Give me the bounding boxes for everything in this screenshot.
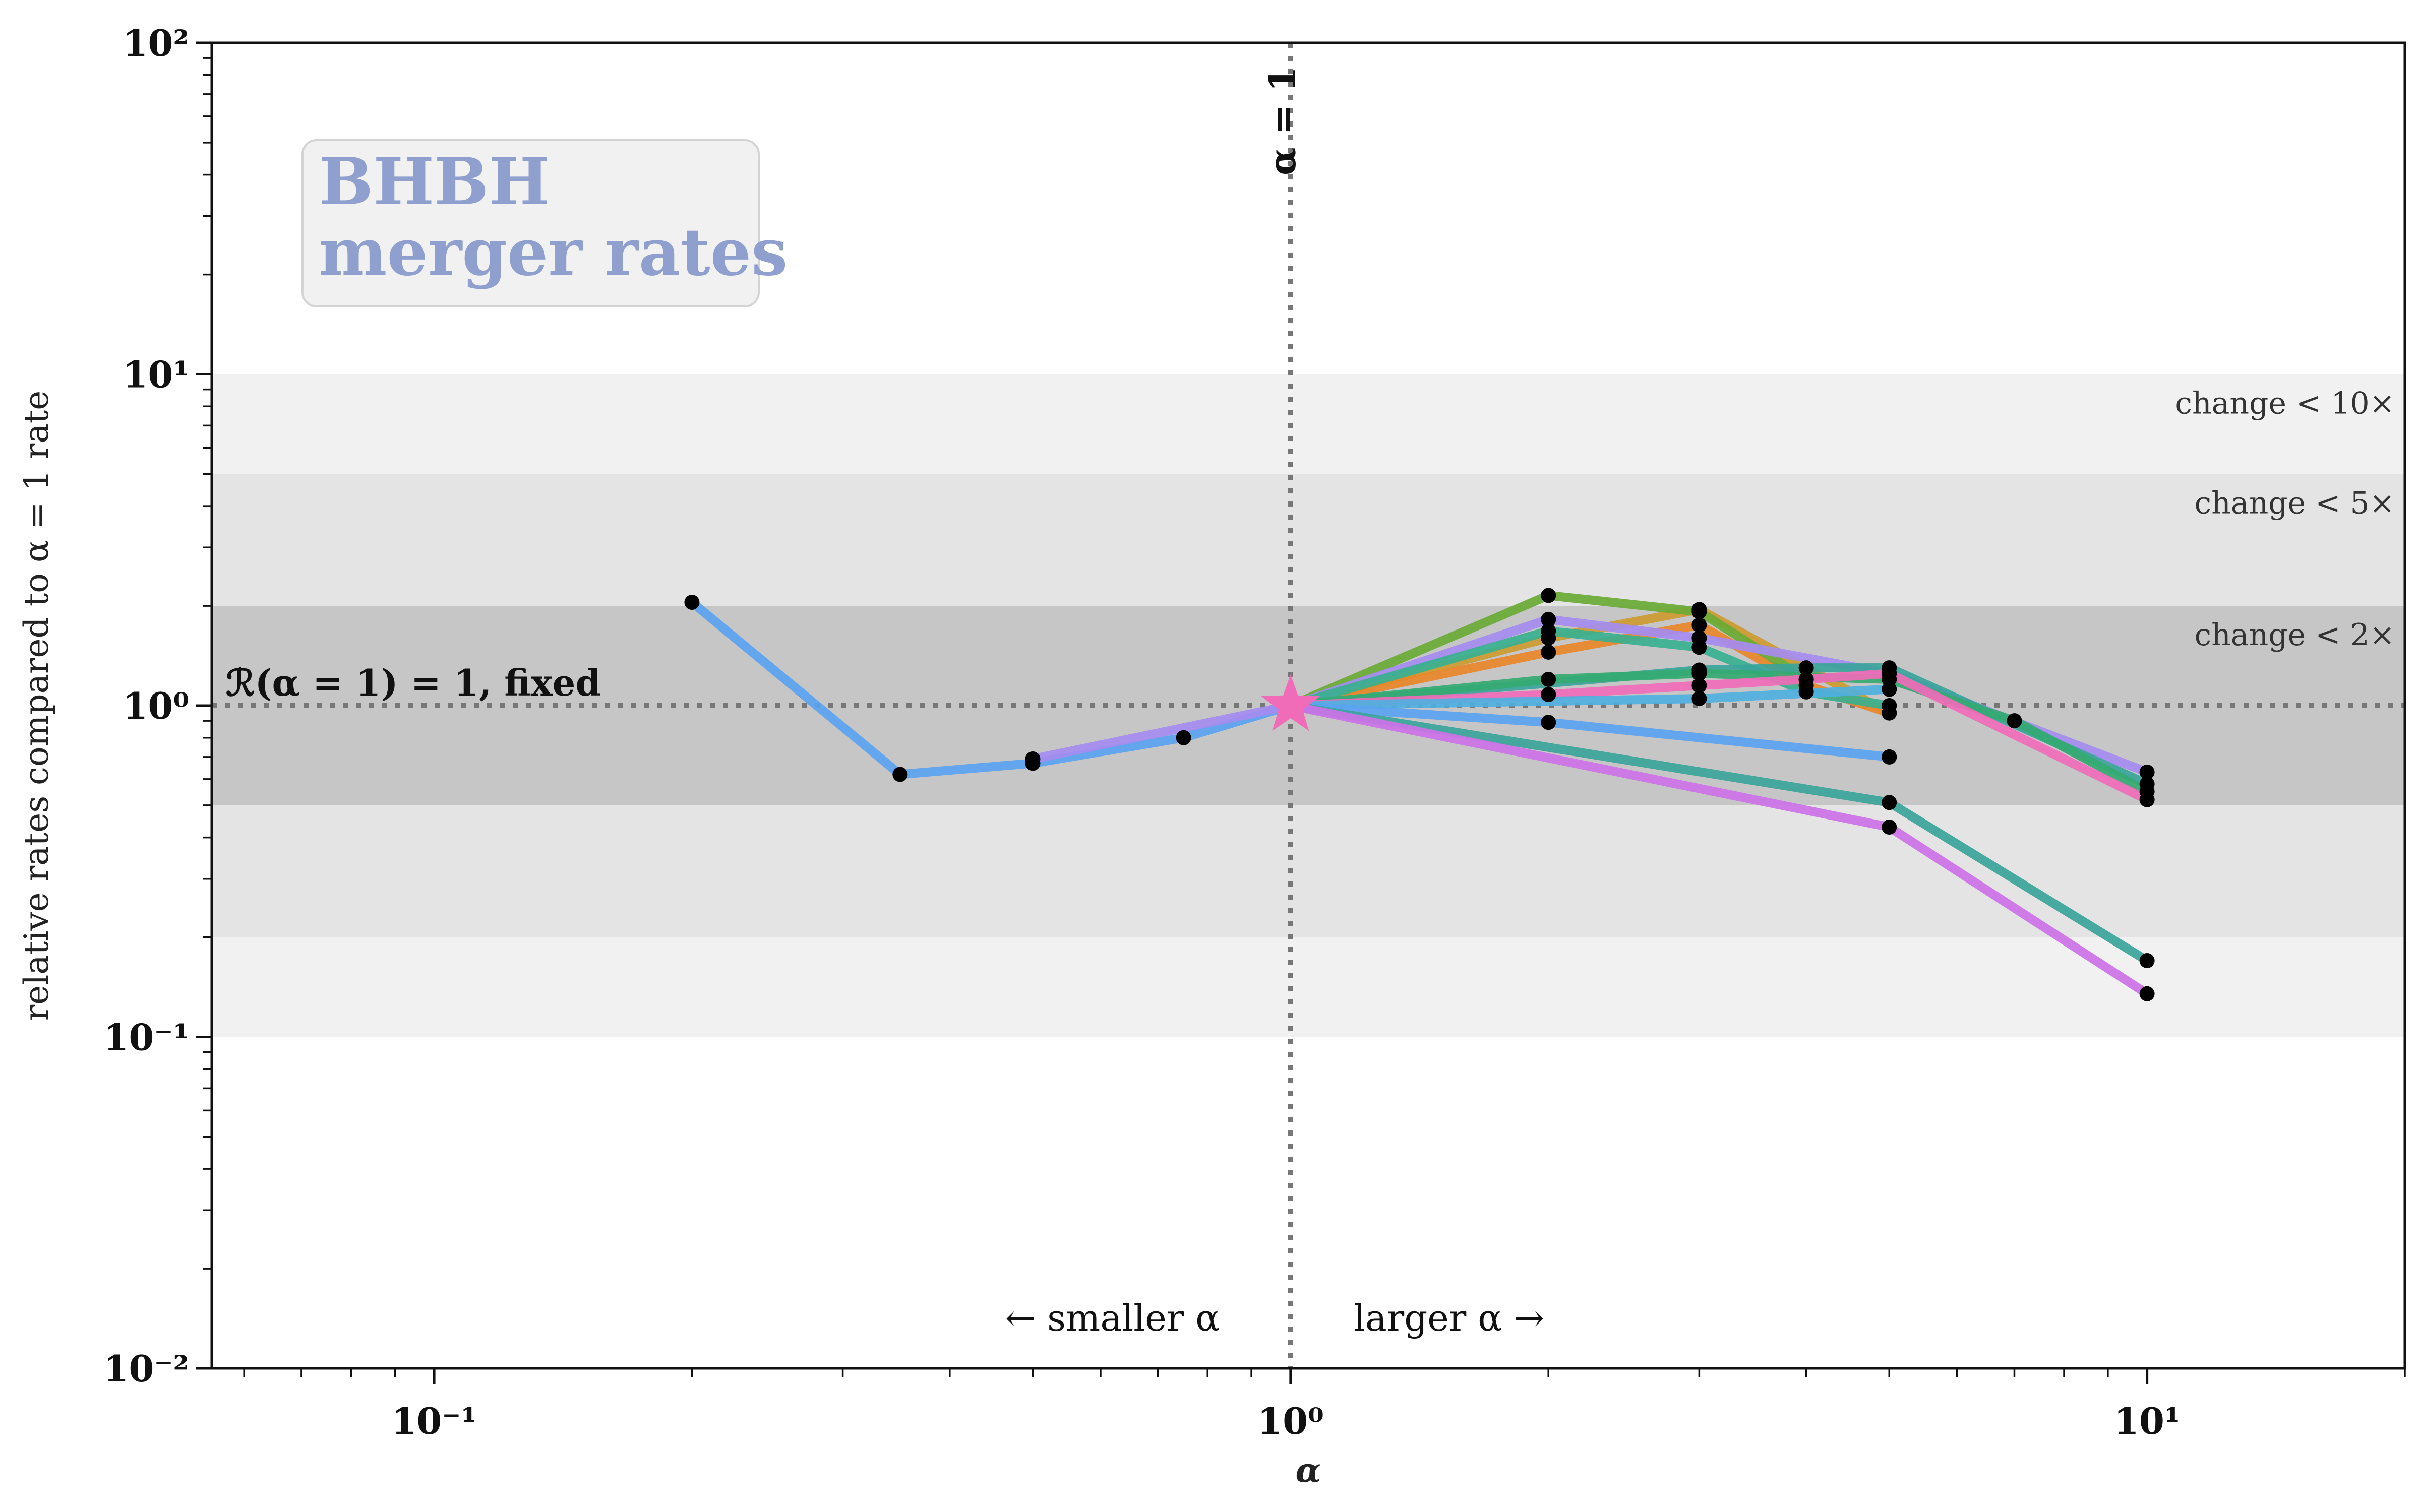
y-tick-label: 10⁰ (123, 684, 189, 727)
legend-box (301, 139, 760, 307)
series-6-point-1 (1541, 623, 1556, 639)
series-10-point-1 (1691, 691, 1707, 707)
series-0-point-3 (1176, 730, 1191, 745)
band-label-2: change < 2× (2195, 617, 2395, 653)
series-9-point-1 (1541, 687, 1556, 703)
series-12-point-2 (2139, 953, 2155, 968)
band-label-1: change < 5× (2195, 485, 2395, 521)
band-label-0: change < 10× (2175, 386, 2395, 421)
series-10-point-2 (1882, 681, 1897, 697)
larger-alpha-annotation: larger α → (1354, 1297, 1544, 1339)
y-tick-label: 10² (123, 22, 189, 65)
y-tick-label: 10¹ (123, 353, 189, 396)
series-13-point-1 (1882, 819, 1897, 835)
x-tick-label: 10⁰ (1257, 1400, 1324, 1442)
series-9-point-3 (1798, 671, 1814, 687)
axis-tick-labels: 10⁻¹ 10⁰ 10¹ 10⁻² 10⁻¹ 10⁰ 10¹ 10² (103, 22, 2180, 1442)
series-5-point-1 (1541, 612, 1556, 627)
series-5-point-4 (2139, 764, 2155, 780)
series-8-point-4 (2007, 713, 2022, 729)
series-0-point-0 (684, 595, 700, 610)
series-8-point-1 (1541, 671, 1556, 687)
fixed-rate-label: ℛ(α = 1) = 1, fixed (226, 661, 601, 704)
series-9-point-2 (1691, 678, 1707, 694)
series-11-point-2 (1882, 749, 1897, 765)
y-tick-label: 10⁻² (103, 1347, 189, 1390)
series-line-1 (1028, 701, 1295, 764)
series-6-point-3 (1798, 684, 1814, 700)
legend-title-line1: BHBH (319, 144, 550, 220)
series-0-point-1 (892, 767, 908, 782)
y-tick-label: 10⁻¹ (103, 1016, 189, 1059)
series-1-point-0 (1025, 751, 1041, 767)
band-labels: change < 10× change < 5× change < 2× (2175, 386, 2395, 653)
series-points (684, 588, 2155, 1001)
series-line-9 (1286, 669, 2152, 804)
series-3-point-1 (1541, 644, 1556, 660)
series-8-point-2 (1691, 666, 1707, 681)
series-6-point-2 (1691, 640, 1707, 655)
alpha-equals-one-label: α = 1 (1261, 67, 1304, 175)
series-9-point-4 (1882, 666, 1897, 681)
series-4-point-2 (1691, 604, 1707, 619)
x-tick-label: 10⁻¹ (391, 1400, 477, 1442)
axis-ticks (196, 41, 2406, 1384)
series-6-point-4 (1882, 698, 1897, 713)
x-tick-label: 10¹ (2114, 1400, 2181, 1442)
series-3-point-2 (1691, 617, 1707, 633)
series-9-point-5 (2139, 792, 2155, 807)
y-axis-label: relative rates compared to α = 1 rate (17, 391, 56, 1021)
series-12-point-1 (1882, 795, 1897, 810)
series-13-point-2 (2139, 986, 2155, 1001)
series-7-point-2 (1798, 660, 1814, 676)
series-11-point-1 (1541, 715, 1556, 730)
smaller-alpha-annotation: ← smaller α (1005, 1297, 1220, 1339)
series-4-point-1 (1541, 588, 1556, 603)
legend-title-line2: merger rates (319, 215, 788, 290)
reference-star-marker (1260, 674, 1320, 731)
x-axis-label: α (1296, 1451, 1321, 1490)
